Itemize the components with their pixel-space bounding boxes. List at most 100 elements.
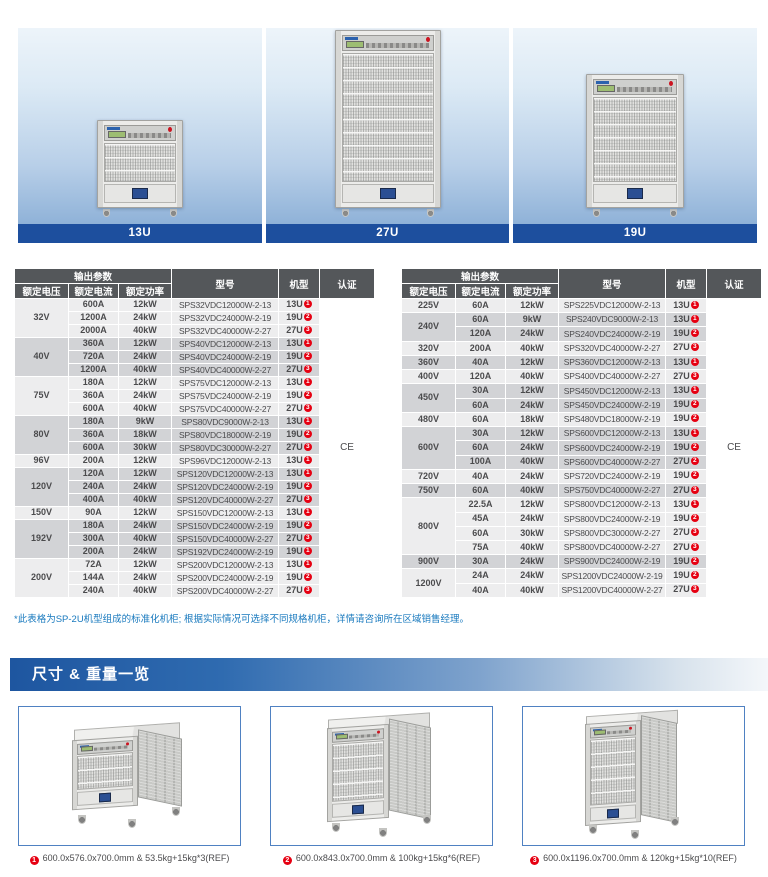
display-screen xyxy=(80,745,93,752)
power-cell: 40kW xyxy=(117,363,173,377)
current-cell: 200A xyxy=(68,545,119,559)
model-cell: SPS450VDC24000W-2-19 xyxy=(558,397,667,413)
current-cell: 30A xyxy=(455,554,507,570)
current-cell: 45A xyxy=(455,511,507,527)
product-panel-27u: 27U xyxy=(265,28,510,243)
voltage-cell: 96V xyxy=(14,454,69,468)
table-row: 80V 180A 9kW SPS80VDC9000W-2-13 13U 1 xyxy=(14,415,375,455)
unit-type-cell: 19U 2 xyxy=(278,389,321,403)
unit-type-text: 27U xyxy=(673,370,690,381)
power-cell: 12kW xyxy=(117,337,173,351)
unit-type-text: 19U xyxy=(673,570,690,581)
control-unit xyxy=(103,125,176,141)
voltage-cell: 80V xyxy=(14,415,69,455)
power-cell: 24kW xyxy=(117,519,173,533)
header-rated-voltage: 额定电压 xyxy=(14,283,69,299)
current-cell: 600A xyxy=(68,441,119,455)
power-cell: 12kW xyxy=(117,506,173,520)
unit-type-cell: 27U 3 xyxy=(278,441,321,455)
unit-ref-badge: 2 xyxy=(690,442,699,451)
cabinet-side-face xyxy=(137,729,182,807)
current-cell: 600A xyxy=(68,298,119,312)
table-row: 1200V 24A 24kW SPS1200VDC24000W-2-19 19U 2 xyxy=(401,568,762,598)
current-cell: 22.5A xyxy=(455,497,507,513)
breaker-box xyxy=(379,188,396,199)
unit-ref-badge: 3 xyxy=(690,371,699,380)
spec-tables: 输出参数 型号 机型 认证 额定电压 额定电流 额定功率 32V 600A 12kW… xyxy=(13,268,763,599)
unit-ref-badge: 1 xyxy=(303,560,312,568)
unit-type-text: 27U xyxy=(673,584,690,595)
model-cell: SPS480VDC18000W-2-19 xyxy=(558,411,667,428)
unit-type-text: 13U xyxy=(286,299,303,309)
cabinet-side-face xyxy=(388,718,431,820)
model-cell: SPS360VDC12000W-2-13 xyxy=(558,354,667,371)
unit-type-text: 19U xyxy=(673,470,690,481)
model-cell: SPS1200VDC24000W-2-19 xyxy=(558,568,667,584)
vent-grille xyxy=(331,740,384,802)
unit-type-text: 19U xyxy=(286,546,303,556)
bottom-panel xyxy=(589,804,636,822)
table-row: 360V 40A 12kW SPS360VDC12000W-2-13 13U 1 xyxy=(401,354,762,371)
table-row: 144A 24kW SPS200VDC24000W-2-19 19U 2 xyxy=(15,571,375,585)
unit-type-cell: 13U 1 xyxy=(665,383,708,399)
power-cell: 12kW xyxy=(117,454,173,468)
table-row: 900V 30A 24kW SPS900VDC24000W-2-19 19U 2 xyxy=(401,554,762,570)
current-cell: 400A xyxy=(68,493,119,507)
unit-type-cell: 19U 2 xyxy=(278,350,321,364)
unit-ref-badge: 3 xyxy=(303,443,312,451)
unit-type-cell: 19U 2 xyxy=(665,468,708,485)
power-cell: 24kW xyxy=(505,468,560,485)
unit-ref-badge: 1 xyxy=(690,314,699,323)
power-cell: 40kW xyxy=(505,369,560,385)
voltage-cell: 400V xyxy=(401,369,457,385)
current-cell: 600A xyxy=(68,402,119,416)
model-cell: SPS80VDC18000W-2-19 xyxy=(171,428,280,442)
model-cell: SPS150VDC24000W-2-19 xyxy=(171,519,280,533)
unit-ref-badge: 1 xyxy=(690,300,699,309)
unit-type-text: 19U xyxy=(673,399,690,410)
model-cell: SPS200VDC24000W-2-19 xyxy=(171,571,280,585)
model-cell: SPS800VDC40000W-2-27 xyxy=(558,539,667,556)
table-row: 720A 24kW SPS40VDC24000W-2-19 19U 2 xyxy=(15,350,375,364)
unit-ref-badge: 2 xyxy=(303,352,312,360)
unit-ref-badge: 2 xyxy=(690,400,699,409)
power-cell: 30kW xyxy=(505,525,560,541)
caster-icon xyxy=(670,817,679,826)
power-cell: 40kW xyxy=(117,324,173,338)
unit-ref-badge: 3 xyxy=(303,534,312,542)
model-cell: SPS75VDC12000W-2-13 xyxy=(171,376,280,390)
table-row: 40A 40kW SPS1200VDC40000W-2-27 27U 3 xyxy=(402,582,762,599)
unit-type-text: 13U xyxy=(673,299,690,310)
voltage-cell: 200V xyxy=(14,558,69,598)
header-unit-type: 机型 xyxy=(278,268,321,299)
power-led-icon xyxy=(669,81,674,86)
unit-type-cell: 19U 1 xyxy=(278,545,321,559)
bottom-panel xyxy=(341,184,434,203)
power-cell: 40kW xyxy=(505,340,560,356)
voltage-cell: 192V xyxy=(14,519,69,559)
model-cell: SPS200VDC12000W-2-13 xyxy=(171,558,280,572)
power-cell: 24kW xyxy=(117,480,173,494)
unit-type-cell: 19U 2 xyxy=(278,428,321,442)
current-cell: 2000A xyxy=(68,324,119,338)
cabinet-side-face xyxy=(640,715,677,823)
unit-type-cell: 27U 3 xyxy=(665,483,708,499)
header-rated-voltage: 额定电压 xyxy=(401,283,457,299)
vent-grille xyxy=(593,97,678,182)
current-cell: 40A xyxy=(455,354,507,371)
power-cell: 40kW xyxy=(505,483,560,499)
power-cell: 18kW xyxy=(505,411,560,428)
bottom-panel xyxy=(103,184,176,203)
unit-type-text: 19U xyxy=(286,351,303,361)
model-cell: SPS40VDC12000W-2-13 xyxy=(171,337,280,351)
table-row: 240A 24kW SPS120VDC24000W-2-19 19U 2 xyxy=(15,480,375,494)
display-screen xyxy=(335,733,348,740)
model-cell: SPS600VDC40000W-2-27 xyxy=(558,454,667,470)
unit-type-text: 13U xyxy=(286,507,303,517)
breaker-box xyxy=(98,792,111,802)
power-cell: 24kW xyxy=(505,554,560,570)
voltage-cell: 600V xyxy=(401,426,457,470)
vent-grille xyxy=(589,736,636,806)
model-cell: SPS600VDC24000W-2-19 xyxy=(558,440,667,456)
unit-type-cell: 19U 2 xyxy=(278,311,321,325)
